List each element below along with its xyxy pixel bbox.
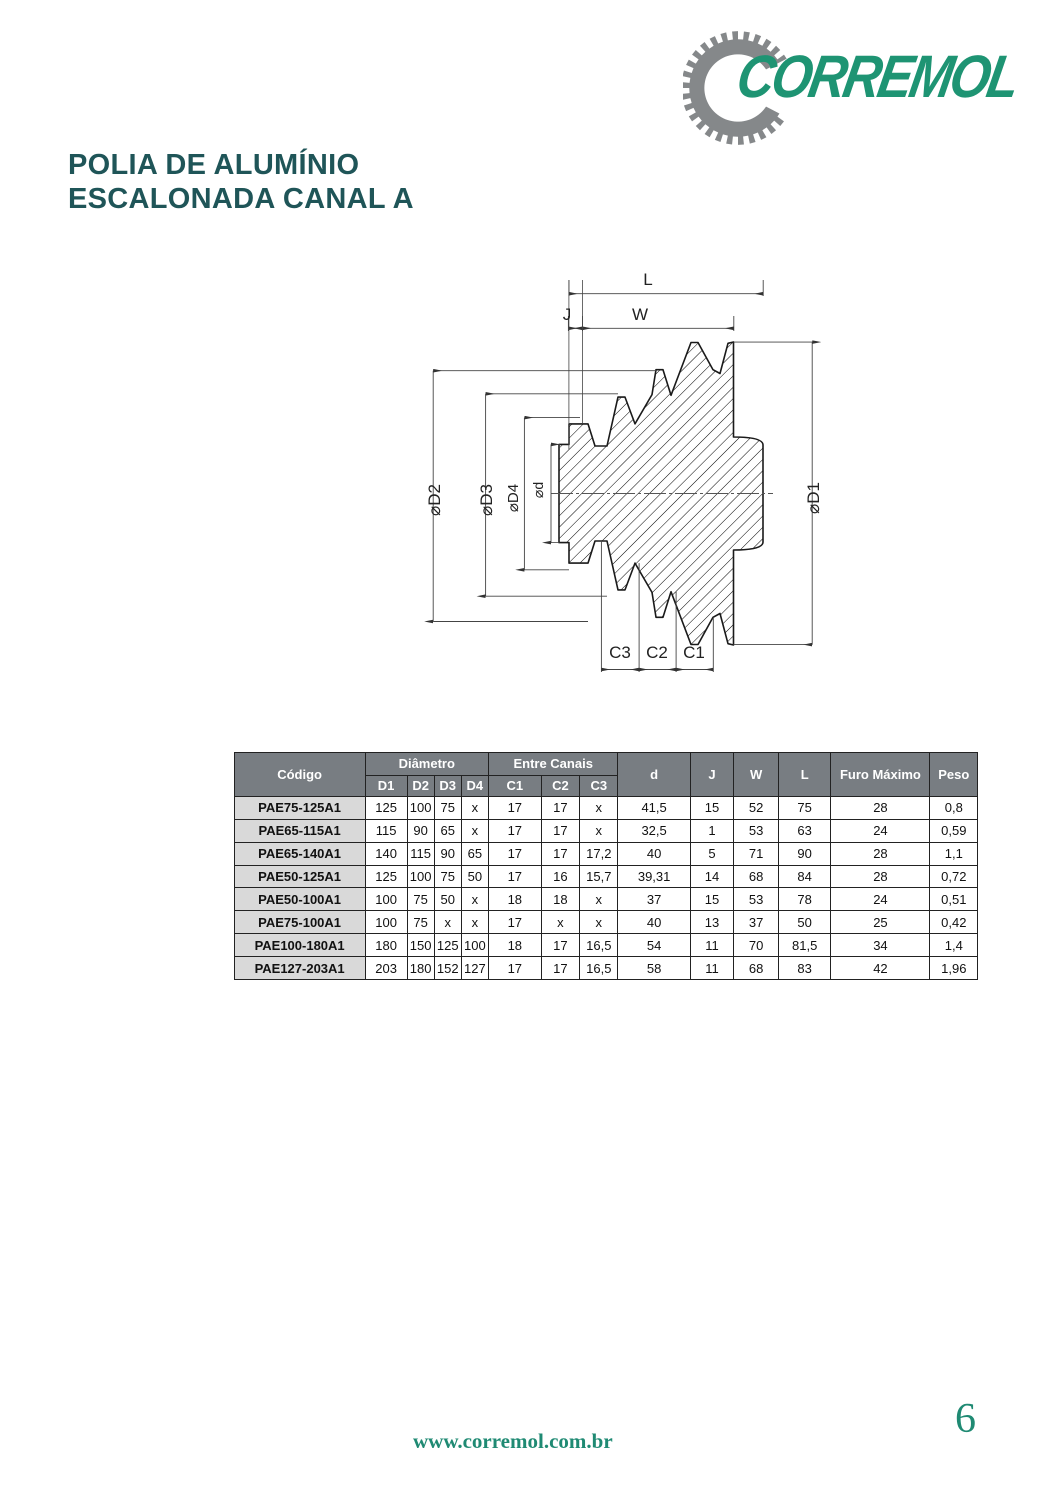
svg-text:⌀D4: ⌀D4 — [505, 484, 522, 512]
svg-text:⌀d: ⌀d — [530, 482, 546, 498]
svg-text:⌀D1: ⌀D1 — [804, 482, 823, 514]
svg-text:⌀D3: ⌀D3 — [477, 484, 496, 516]
svg-text:J: J — [563, 305, 572, 324]
svg-text:C1: C1 — [683, 643, 705, 662]
svg-text:⌀D2: ⌀D2 — [425, 484, 444, 516]
svg-text:C2: C2 — [646, 643, 668, 662]
svg-text:L: L — [643, 270, 652, 289]
svg-text:C3: C3 — [609, 643, 631, 662]
svg-text:W: W — [632, 305, 648, 324]
